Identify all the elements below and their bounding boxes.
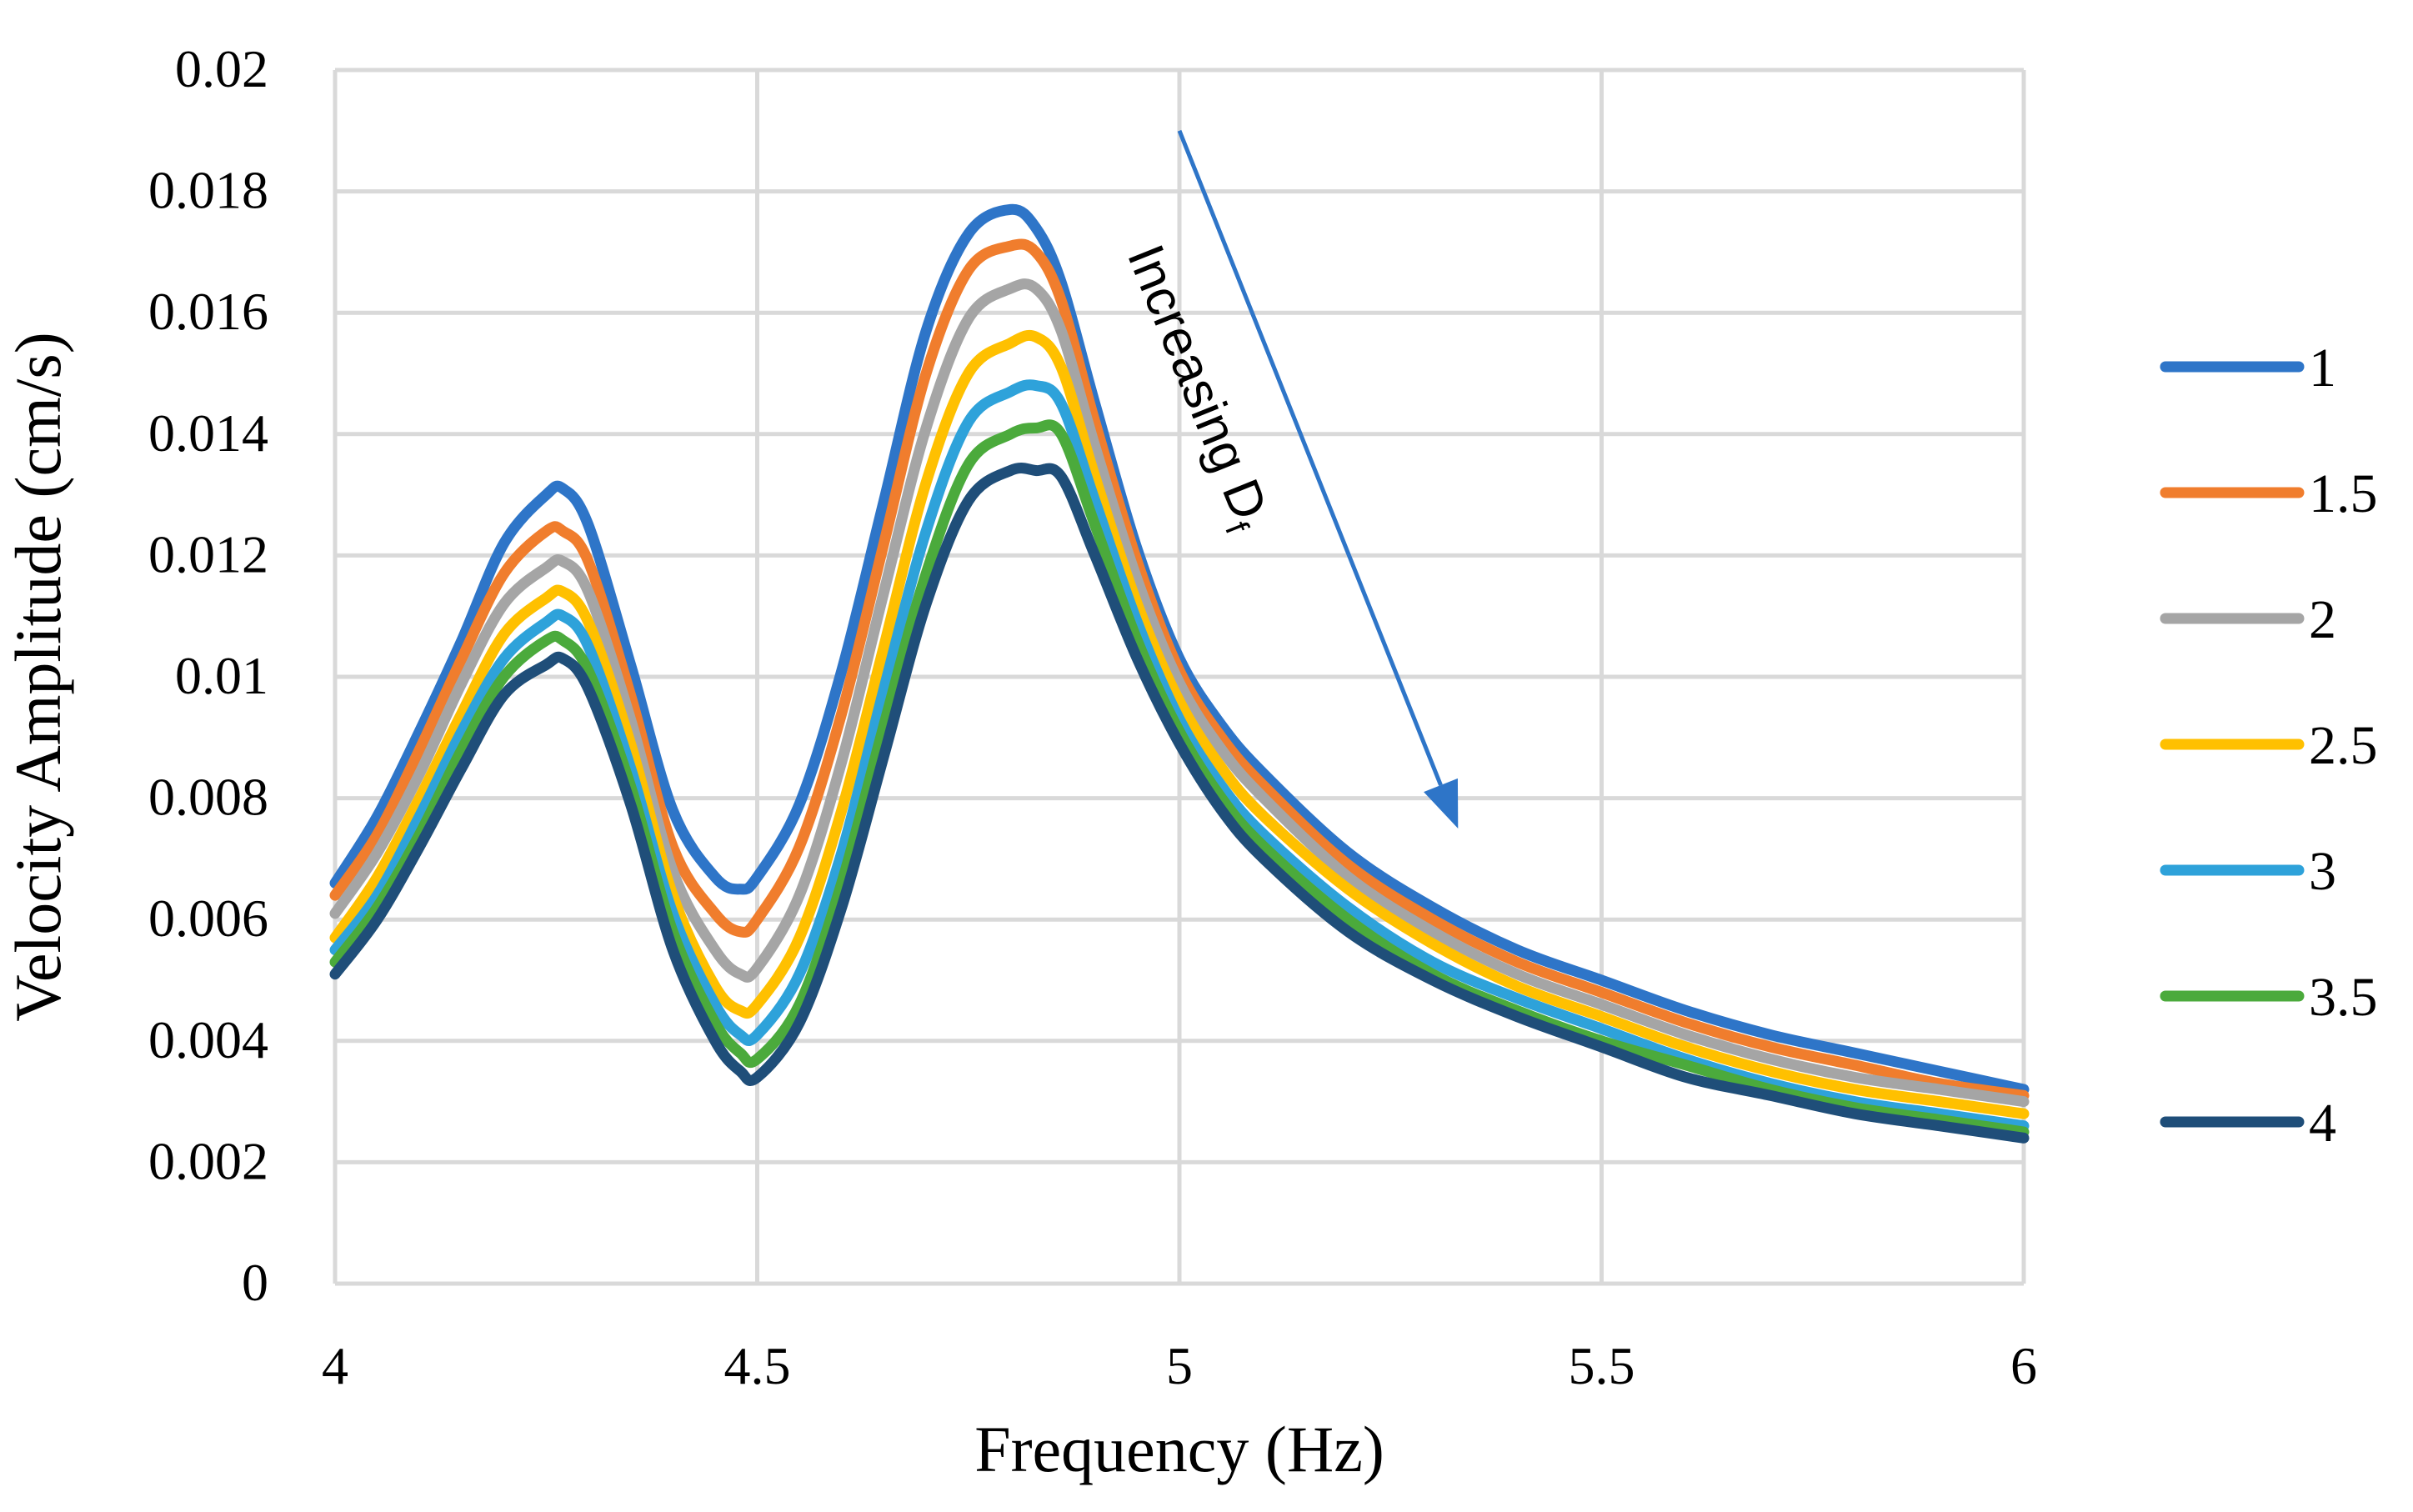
legend-label: 2.5 [2309, 715, 2378, 776]
y-tick-label: 0.008 [148, 768, 268, 827]
legend-label: 3 [2309, 841, 2336, 902]
series-line-4 [329, 463, 2030, 1144]
x-tick-label: 5.5 [1569, 1336, 1635, 1395]
series-line-3 [329, 379, 2030, 1132]
legend-item-3-5: 3.5 [2160, 967, 2378, 1028]
legend-label: 3.5 [2309, 967, 2378, 1028]
annotation-arrow-head [1424, 778, 1459, 829]
annotation-arrow [1177, 129, 1443, 786]
series-line-2 [329, 278, 2030, 1108]
x-axis-title: Frequency (Hz) [974, 1413, 1384, 1485]
series-line-1-5 [329, 238, 2030, 1101]
legend-item-3: 3 [2160, 841, 2336, 902]
series-line-2-5 [329, 329, 2030, 1119]
annotation: Increasing Df [1109, 129, 1459, 829]
y-tick-label: 0.018 [148, 161, 268, 220]
y-tick-label: 0.006 [148, 889, 268, 948]
legend-label: 4 [2309, 1093, 2336, 1154]
legend-item-1: 1 [2160, 338, 2336, 398]
x-tick-label: 5 [1166, 1336, 1193, 1395]
legend-item-2: 2 [2160, 589, 2336, 650]
x-tick-label: 4.5 [724, 1336, 791, 1395]
series-line-1 [329, 203, 2030, 1095]
x-tick-label: 4 [322, 1336, 348, 1395]
y-tick-label: 0.016 [148, 282, 268, 341]
legend: 1 1.5 2 2.5 3 3.5 4 [2160, 338, 2378, 1154]
legend-item-4: 4 [2160, 1093, 2336, 1154]
series-lines [329, 203, 2030, 1144]
y-tick-label: 0 [242, 1253, 268, 1312]
x-tick-label: 6 [2010, 1336, 2037, 1395]
y-tick-label: 0.02 [175, 39, 268, 98]
legend-label: 1.5 [2309, 463, 2378, 524]
axes [333, 70, 2024, 1286]
legend-item-1-5: 1.5 [2160, 463, 2378, 524]
y-tick-label: 0.014 [148, 403, 268, 463]
y-tick-label: 0.004 [148, 1010, 268, 1069]
legend-item-2-5: 2.5 [2160, 715, 2378, 776]
legend-label: 2 [2309, 589, 2336, 650]
annotation-text: Increasing Df [1109, 237, 1282, 539]
y-tick-label: 0.01 [175, 646, 268, 705]
y-tick-label: 0.002 [148, 1131, 268, 1190]
tick-labels: 0 0.002 0.004 0.006 0.008 0.01 0.012 0.014 0.016… [148, 39, 2037, 1395]
legend-label: 1 [2309, 338, 2336, 398]
y-tick-label: 0.012 [148, 524, 268, 583]
y-axis-title: Velocity Amplitude (cm/s) [2, 332, 74, 1022]
annotation-main-text: Increasing D [1116, 237, 1278, 528]
